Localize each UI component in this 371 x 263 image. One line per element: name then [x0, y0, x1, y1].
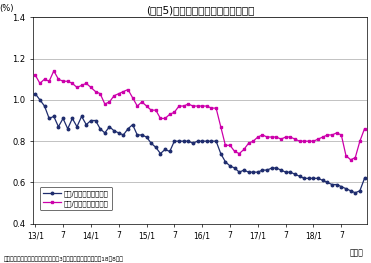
新規/長期（一年以上） — [246, 142, 251, 145]
新規/長期（一年以上） — [339, 133, 344, 136]
新規/短期（一年未満） — [353, 191, 358, 194]
Legend: 新規/短期（一年未満）, 新規/長期（一年以上）: 新規/短期（一年未満）, 新規/長期（一年以上） — [40, 187, 112, 210]
Text: （資料）日本銀行　　（注）新規は3ヵ月移動平均値、直近は18年8月分: （資料）日本銀行 （注）新規は3ヵ月移動平均値、直近は18年8月分 — [4, 256, 124, 262]
新規/短期（一年未満） — [112, 129, 116, 132]
Title: (図袇5)国内銀行の新規貸出平均金利: (図袇5)国内銀行の新規貸出平均金利 — [146, 5, 254, 15]
新規/長期（一年以上） — [260, 133, 265, 136]
新規/長期（一年以上） — [149, 109, 153, 112]
新規/短期（一年未満） — [144, 135, 149, 139]
新規/長期（一年以上） — [33, 73, 37, 77]
新規/長期（一年以上） — [362, 127, 367, 130]
Line: 新規/短期（一年未満）: 新規/短期（一年未満） — [34, 92, 366, 194]
新規/短期（一年未満） — [219, 152, 223, 155]
新規/短期（一年未満） — [79, 115, 84, 118]
Text: (%): (%) — [0, 4, 14, 13]
新規/長期（一年以上） — [223, 144, 228, 147]
新規/短期（一年未満） — [33, 92, 37, 95]
新規/長期（一年以上） — [84, 82, 88, 85]
Text: （年）: （年） — [350, 249, 364, 258]
新規/短期（一年未満） — [242, 169, 246, 172]
新規/長期（一年以上） — [52, 69, 56, 73]
新規/短期（一年未満） — [362, 177, 367, 180]
新規/短期（一年未満） — [256, 171, 260, 174]
新規/長期（一年以上） — [348, 158, 353, 161]
Line: 新規/長期（一年以上）: 新規/長期（一年以上） — [34, 70, 366, 161]
